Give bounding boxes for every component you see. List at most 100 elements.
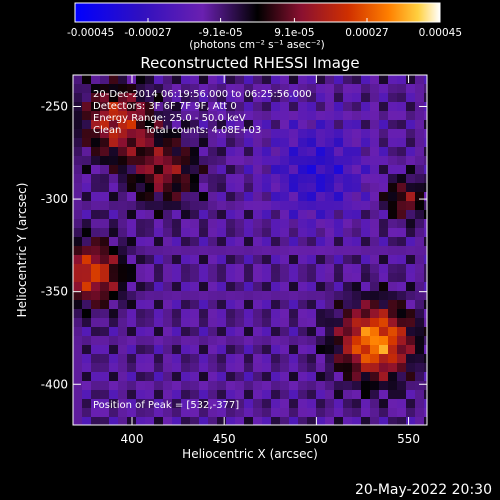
heatmap-cell [190, 129, 199, 138]
heatmap-cell [163, 75, 172, 84]
heatmap-cell [127, 372, 136, 381]
heatmap-cell [316, 255, 325, 264]
heatmap-cell [226, 318, 235, 327]
heatmap-cell [406, 228, 415, 237]
heatmap-cell [397, 183, 406, 192]
heatmap-cell [136, 246, 145, 255]
heatmap-cell [91, 120, 100, 129]
heatmap-cell [253, 237, 262, 246]
heatmap-cell [415, 345, 424, 354]
heatmap-cell [271, 120, 280, 129]
heatmap-cell [415, 219, 424, 228]
heatmap-cell [343, 84, 352, 93]
heatmap-cell [271, 408, 280, 417]
y-tick-label: -400 [41, 377, 68, 391]
heatmap-cell [199, 183, 208, 192]
y-axis-label: Heliocentric Y (arcsec) [15, 183, 29, 318]
heatmap-cell [289, 246, 298, 255]
heatmap-cell [136, 210, 145, 219]
heatmap-cell [406, 354, 415, 363]
heatmap-cell [199, 111, 208, 120]
heatmap-cell [289, 165, 298, 174]
heatmap-cell [262, 273, 271, 282]
heatmap-cell [406, 84, 415, 93]
heatmap-cell [208, 138, 217, 147]
heatmap-cell [361, 174, 370, 183]
heatmap-cell [208, 102, 217, 111]
heatmap-cell [271, 372, 280, 381]
heatmap-cell [307, 120, 316, 129]
heatmap-cell [352, 354, 361, 363]
heatmap-cell [82, 354, 91, 363]
heatmap-cell [253, 381, 262, 390]
heatmap-cell [406, 129, 415, 138]
heatmap-cell [415, 372, 424, 381]
heatmap-cell [199, 327, 208, 336]
heatmap-cell [271, 345, 280, 354]
heatmap-cell [226, 300, 235, 309]
heatmap-cell [343, 219, 352, 228]
heatmap-cell [127, 84, 136, 93]
heatmap-cell [217, 156, 226, 165]
heatmap-cell [361, 282, 370, 291]
heatmap-cell [388, 75, 397, 84]
heatmap-cell [424, 93, 427, 102]
heatmap-cell [379, 156, 388, 165]
heatmap-cell [343, 228, 352, 237]
heatmap-cell [82, 228, 91, 237]
heatmap-cell [325, 273, 334, 282]
heatmap-cell [244, 264, 253, 273]
heatmap-cell [298, 390, 307, 399]
heatmap-cell [343, 183, 352, 192]
heatmap-cell [388, 246, 397, 255]
heatmap-cell [100, 255, 109, 264]
heatmap-cell [190, 201, 199, 210]
heatmap-cell [325, 237, 334, 246]
heatmap-cell [307, 219, 316, 228]
heatmap-cell [334, 237, 343, 246]
heatmap-cell [280, 399, 289, 408]
heatmap-cell [397, 129, 406, 138]
heatmap-cell [91, 309, 100, 318]
heatmap-cell [118, 165, 127, 174]
heatmap-cell [370, 399, 379, 408]
heatmap-cell [199, 282, 208, 291]
heatmap-cell [100, 174, 109, 183]
heatmap-cell [397, 363, 406, 372]
heatmap-cell [73, 210, 82, 219]
heatmap-cell [109, 138, 118, 147]
heatmap-cell [271, 228, 280, 237]
heatmap-cell [307, 201, 316, 210]
colorbar [74, 2, 441, 23]
heatmap-cell [307, 165, 316, 174]
heatmap-cell [424, 291, 427, 300]
heatmap-cell [82, 111, 91, 120]
heatmap-cell [226, 399, 235, 408]
heatmap-cell [415, 246, 424, 255]
heatmap-cell [343, 345, 352, 354]
heatmap-cell [172, 228, 181, 237]
heatmap-cell [100, 192, 109, 201]
heatmap-cell [253, 318, 262, 327]
heatmap-cell [181, 201, 190, 210]
heatmap-cell [298, 93, 307, 102]
heatmap-cell [262, 300, 271, 309]
heatmap-cell [361, 201, 370, 210]
heatmap-cell [73, 399, 82, 408]
heatmap-cell [361, 327, 370, 336]
heatmap-cell [343, 237, 352, 246]
heatmap-cell [118, 129, 127, 138]
heatmap-cell [379, 183, 388, 192]
heatmap-cell [334, 318, 343, 327]
heatmap-cell [334, 84, 343, 93]
heatmap-cell [154, 75, 163, 84]
heatmap-cell [316, 93, 325, 102]
heatmap-cell [397, 75, 406, 84]
heatmap-cell [181, 138, 190, 147]
heatmap-cell [424, 255, 427, 264]
heatmap-cell [154, 291, 163, 300]
heatmap-cell [199, 381, 208, 390]
heatmap-cell [136, 120, 145, 129]
heatmap-cell [190, 354, 199, 363]
heatmap-cell [424, 309, 427, 318]
